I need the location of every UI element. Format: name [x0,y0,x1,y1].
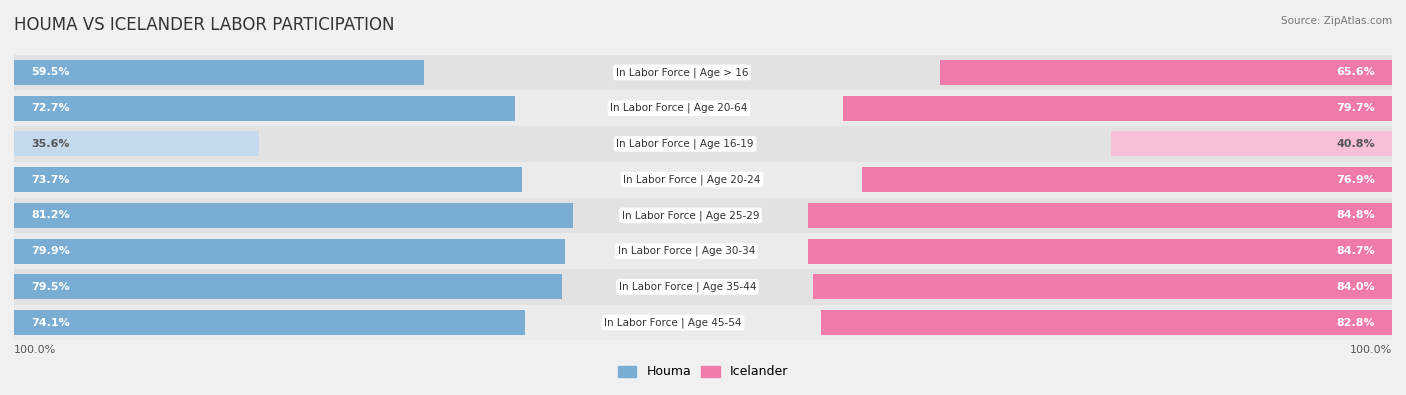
Bar [842,96,1392,120]
Legend: Houma, Icelander: Houma, Icelander [613,360,793,384]
Text: 59.5%: 59.5% [31,68,70,77]
Bar [1111,132,1392,156]
Text: In Labor Force | Age > 16: In Labor Force | Age > 16 [616,67,748,78]
Bar [14,55,1392,90]
Bar [14,167,522,192]
Bar [14,198,1392,233]
Text: In Labor Force | Age 16-19: In Labor Force | Age 16-19 [616,139,754,149]
Bar [14,269,1392,305]
Bar [862,167,1392,192]
Text: 73.7%: 73.7% [31,175,70,184]
Bar [14,310,524,335]
Text: 81.2%: 81.2% [31,211,70,220]
Text: 82.8%: 82.8% [1336,318,1375,327]
Bar [941,60,1392,85]
Bar [14,239,565,263]
Text: 79.7%: 79.7% [1336,103,1375,113]
Text: 79.5%: 79.5% [31,282,70,292]
Bar [821,310,1392,335]
Bar [14,132,259,156]
Bar [14,126,1392,162]
Text: 35.6%: 35.6% [31,139,70,149]
Text: 74.1%: 74.1% [31,318,70,327]
Text: In Labor Force | Age 25-29: In Labor Force | Age 25-29 [621,210,759,221]
Bar [813,275,1392,299]
Text: 84.8%: 84.8% [1336,211,1375,220]
Text: 65.6%: 65.6% [1336,68,1375,77]
Bar [14,60,425,85]
Text: In Labor Force | Age 35-44: In Labor Force | Age 35-44 [619,282,756,292]
Text: 40.8%: 40.8% [1336,139,1375,149]
Text: 84.0%: 84.0% [1336,282,1375,292]
Text: 100.0%: 100.0% [14,345,56,355]
Bar [14,233,1392,269]
Text: HOUMA VS ICELANDER LABOR PARTICIPATION: HOUMA VS ICELANDER LABOR PARTICIPATION [14,16,395,34]
Bar [14,162,1392,198]
Bar [14,275,562,299]
Bar [807,203,1392,228]
Bar [14,90,1392,126]
Text: Source: ZipAtlas.com: Source: ZipAtlas.com [1281,16,1392,26]
Text: 84.7%: 84.7% [1336,246,1375,256]
Bar [14,203,574,228]
Text: In Labor Force | Age 45-54: In Labor Force | Age 45-54 [605,317,742,328]
Bar [808,239,1392,263]
Text: In Labor Force | Age 30-34: In Labor Force | Age 30-34 [617,246,755,256]
Bar [14,96,515,120]
Text: 72.7%: 72.7% [31,103,70,113]
Text: 76.9%: 76.9% [1336,175,1375,184]
Text: 100.0%: 100.0% [1350,345,1392,355]
Text: In Labor Force | Age 20-24: In Labor Force | Age 20-24 [623,174,761,185]
Bar [14,305,1392,340]
Text: In Labor Force | Age 20-64: In Labor Force | Age 20-64 [610,103,748,113]
Text: 79.9%: 79.9% [31,246,70,256]
